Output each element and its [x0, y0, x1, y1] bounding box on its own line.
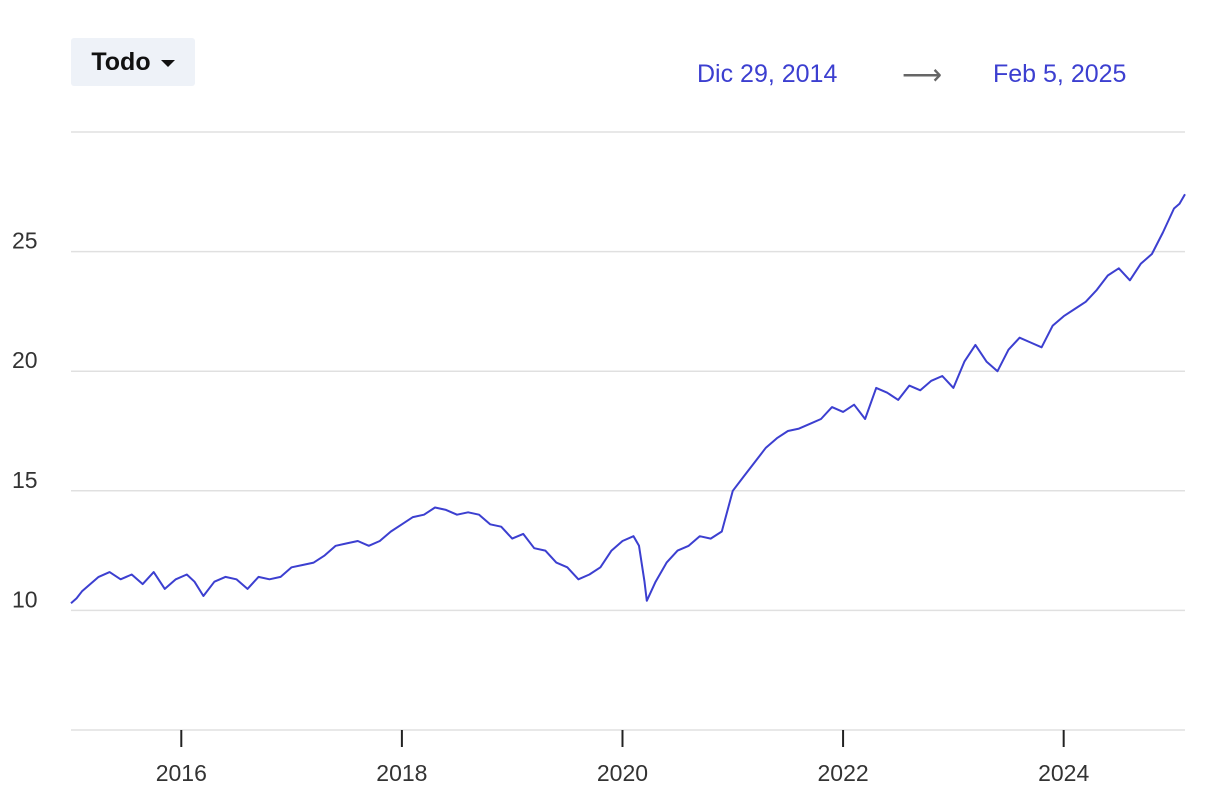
- y-tick-label: 15: [12, 467, 38, 493]
- grid-lines: [71, 131, 1185, 612]
- caret-down-icon: [160, 60, 175, 67]
- x-tick-label: 2018: [376, 760, 427, 786]
- y-tick-label: 20: [12, 347, 38, 373]
- start-date[interactable]: Dic 29, 2014: [697, 59, 838, 88]
- x-tick-label: 2022: [817, 760, 868, 786]
- y-tick-label: 25: [12, 228, 38, 254]
- x-tick-label: 2016: [156, 760, 207, 786]
- arrow-right-icon: ⟶: [902, 58, 943, 90]
- y-axis: 10 15 20 25: [12, 228, 38, 613]
- series-group: [70, 193, 1186, 604]
- range-selector-button[interactable]: Todo: [71, 38, 195, 86]
- x-axis: 2016 2018 2020 2022 2024: [71, 729, 1185, 786]
- y-tick-label: 10: [12, 586, 38, 612]
- x-tick-label: 2024: [1038, 760, 1089, 786]
- end-date[interactable]: Feb 5, 2025: [993, 59, 1127, 88]
- series-line-0: [70, 193, 1186, 604]
- range-selector-label: Todo: [91, 47, 151, 76]
- x-tick-label: 2020: [597, 760, 648, 786]
- date-range: Dic 29, 2014 ⟶ Feb 5, 2025: [672, 58, 1172, 90]
